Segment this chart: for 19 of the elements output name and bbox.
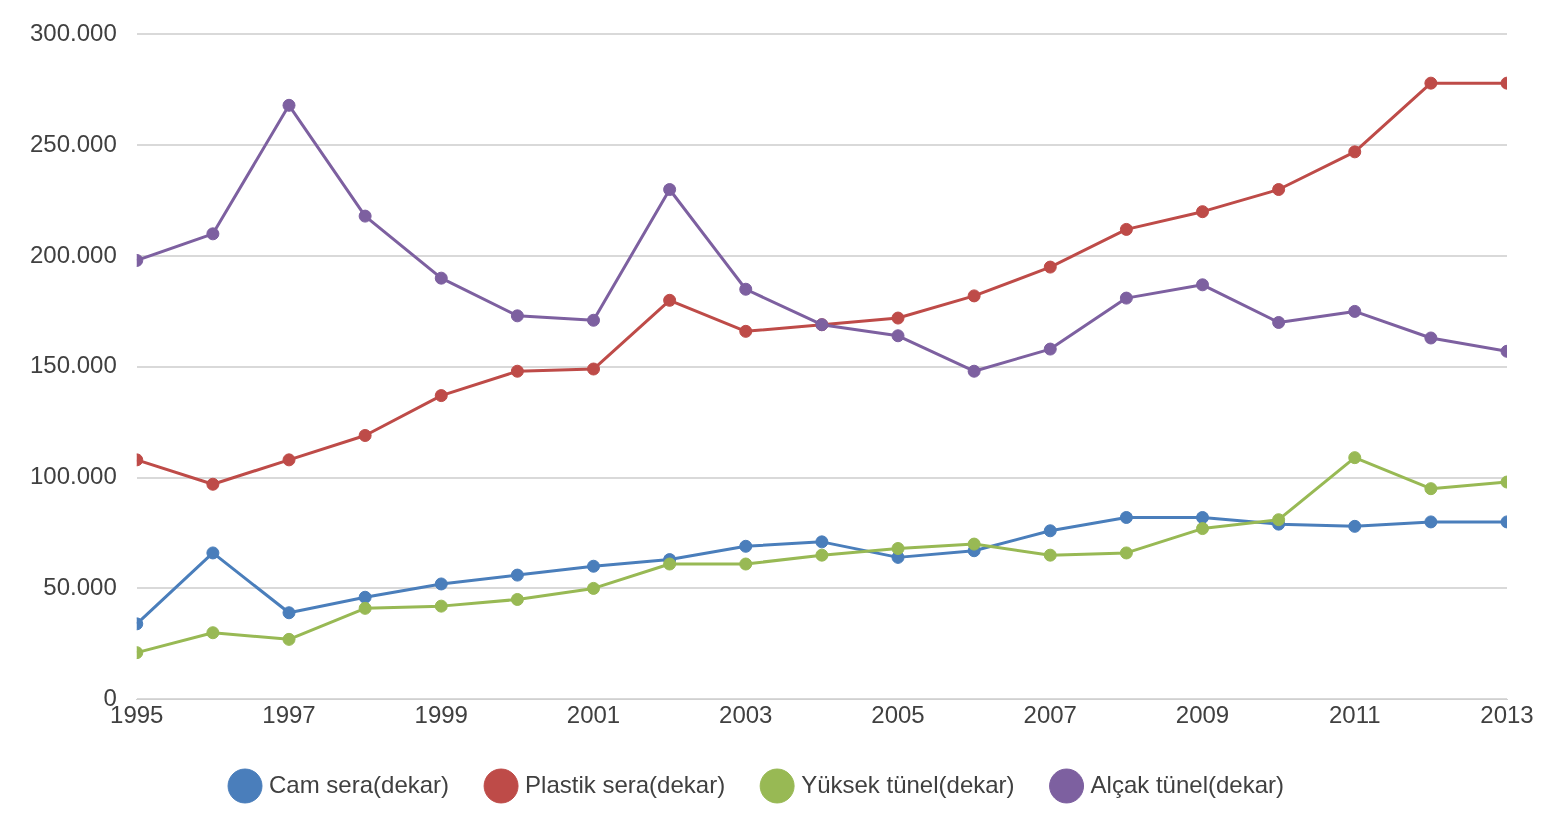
legend-label: Alçak tünel(dekar) bbox=[1090, 770, 1284, 798]
y-tick-label: 300.000 bbox=[29, 19, 117, 47]
legend-label: Cam sera(dekar) bbox=[269, 770, 450, 798]
legend-label: Yüksek tünel(dekar) bbox=[801, 770, 1015, 798]
y-tick-label: 250.000 bbox=[29, 129, 117, 157]
x-tick-label: 2013 bbox=[1480, 701, 1534, 729]
x-tick-label: 2003 bbox=[719, 701, 773, 729]
legend-label: Plastik sera(dekar) bbox=[525, 770, 726, 798]
y-tick-label: 150.000 bbox=[29, 351, 117, 379]
y-tick-label: 100.000 bbox=[29, 462, 117, 490]
x-tick-label: 1999 bbox=[414, 701, 468, 729]
y-tick-label: 50.000 bbox=[43, 573, 117, 601]
x-tick-label: 2009 bbox=[1175, 701, 1230, 729]
x-tick-label: 2005 bbox=[871, 701, 925, 729]
x-tick-label: 2011 bbox=[1328, 701, 1381, 729]
y-tick-label: 200.000 bbox=[29, 240, 117, 268]
x-tick-label: 2001 bbox=[566, 701, 621, 729]
x-tick-label: 2007 bbox=[1023, 701, 1077, 729]
x-tick-label: 1997 bbox=[262, 701, 316, 729]
